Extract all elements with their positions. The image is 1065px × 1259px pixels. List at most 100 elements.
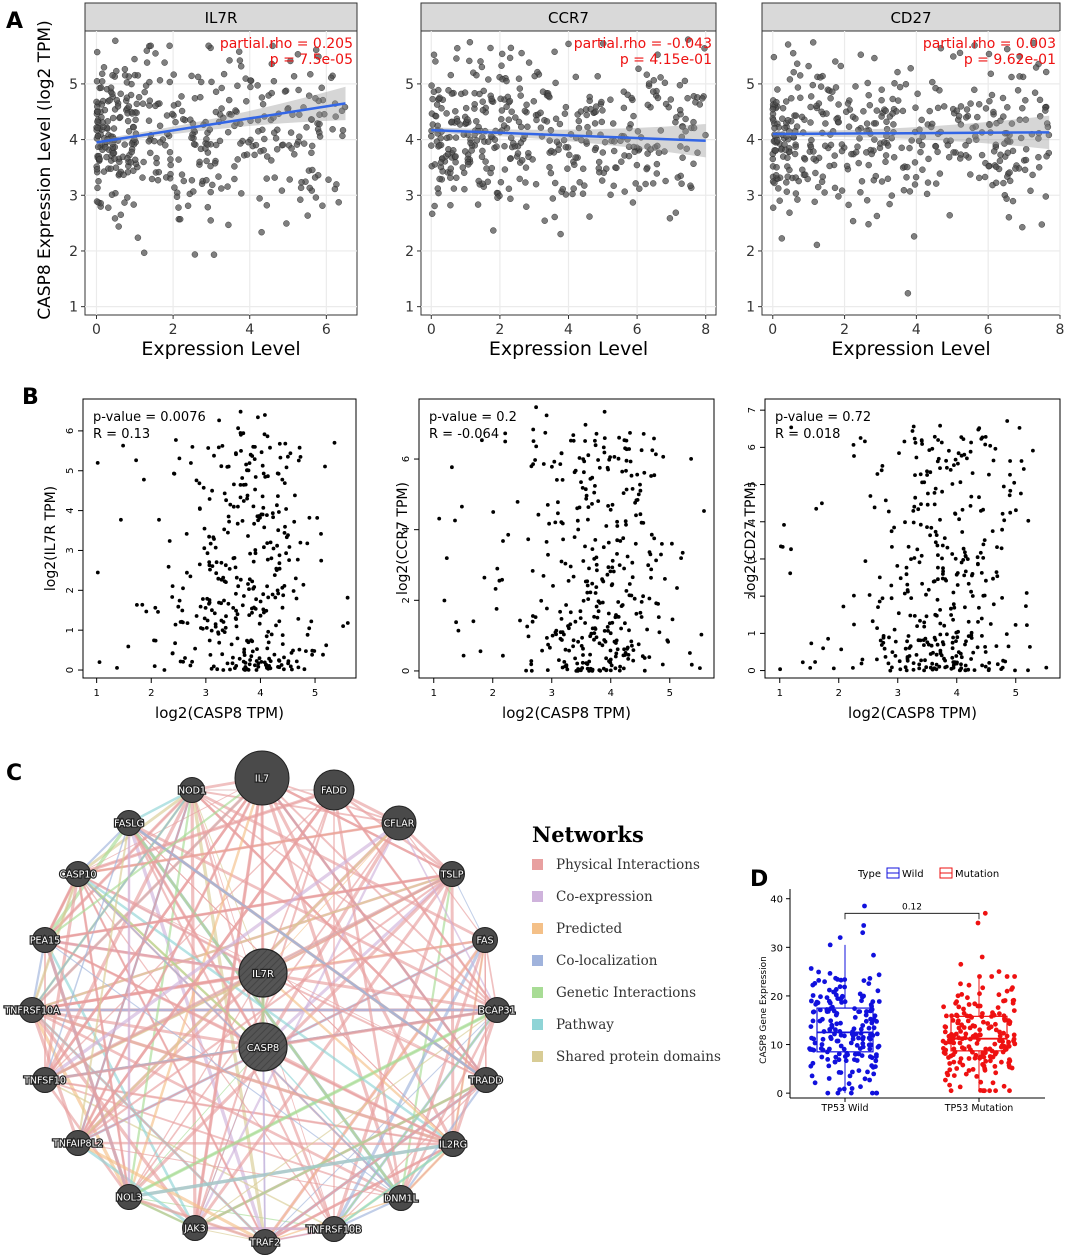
data-point [859, 661, 864, 666]
data-point [993, 1021, 998, 1027]
data-point [845, 201, 852, 209]
data-point [254, 82, 261, 89]
data-point [127, 159, 135, 166]
network-edge [77, 777, 263, 1144]
data-point [1027, 187, 1034, 195]
data-point [966, 634, 971, 638]
outlier-point [979, 954, 985, 960]
scatter-points [95, 409, 350, 672]
data-point [827, 141, 835, 149]
data-point [1025, 623, 1029, 627]
data-point [614, 651, 619, 656]
data-point [783, 188, 790, 195]
y-tick-label: 6 [747, 444, 758, 450]
data-point [602, 436, 607, 440]
data-point [1024, 591, 1029, 595]
data-point [1024, 604, 1028, 608]
data-point [338, 107, 346, 115]
data-point [460, 504, 464, 509]
data-point [930, 446, 935, 451]
data-point [238, 577, 243, 582]
data-point [643, 165, 650, 173]
data-point [954, 999, 959, 1005]
data-point [525, 624, 530, 629]
legend-label: Shared protein domains [556, 1049, 721, 1065]
data-point [437, 134, 444, 142]
data-point [621, 491, 626, 495]
data-point [852, 1015, 858, 1020]
data-point [672, 209, 679, 216]
data-point [988, 443, 993, 448]
data-point [622, 438, 627, 443]
data-point [979, 437, 984, 441]
data-point [800, 660, 805, 665]
data-point [94, 184, 101, 192]
network-edge [193, 822, 401, 1229]
network-edge [43, 873, 80, 1081]
data-point [495, 566, 500, 571]
data-point [936, 553, 940, 557]
data-point [552, 459, 557, 464]
data-point [203, 606, 208, 610]
data-point [461, 169, 468, 177]
data-point [956, 451, 961, 456]
data-point [616, 456, 621, 461]
data-point [944, 578, 948, 583]
data-point [1000, 179, 1007, 187]
y-tick-label: 5 [746, 77, 755, 93]
data-point [170, 584, 175, 588]
data-point [515, 500, 520, 504]
data-point [618, 158, 625, 165]
data-point [790, 68, 797, 76]
data-point [144, 609, 149, 614]
data-point [963, 605, 967, 610]
data-point [226, 530, 230, 535]
y-tick-label: 4 [65, 507, 76, 513]
data-point [283, 524, 287, 529]
data-point [698, 666, 702, 670]
data-point [616, 615, 621, 619]
data-point [296, 617, 301, 621]
data-point [224, 614, 228, 619]
data-point [794, 60, 801, 67]
data-point [260, 147, 267, 154]
data-point [109, 72, 116, 79]
data-point [956, 650, 961, 654]
data-point [802, 171, 809, 178]
data-point [508, 108, 515, 115]
data-point [428, 132, 435, 140]
legend-swatch [532, 859, 543, 870]
data-point [272, 135, 280, 142]
data-point [986, 121, 993, 129]
data-point [1006, 1043, 1012, 1049]
data-point [237, 656, 242, 661]
data-point [428, 82, 435, 89]
data-point [821, 189, 828, 196]
data-point [874, 1031, 880, 1037]
network-edge [44, 822, 130, 1081]
data-point [238, 190, 245, 197]
data-point [940, 543, 945, 548]
y-tick-label: 4 [747, 519, 758, 525]
data-point [577, 505, 582, 510]
data-point [919, 166, 926, 173]
data-point [914, 90, 921, 98]
data-point [293, 141, 301, 148]
x-tick-label: 4 [257, 688, 263, 699]
data-point [941, 1046, 946, 1051]
data-point [259, 450, 264, 455]
data-point [899, 107, 907, 115]
data-point [633, 161, 641, 169]
significance-p-value: 0.12 [902, 902, 922, 912]
data-point [779, 104, 787, 112]
data-point [878, 113, 885, 120]
data-point [1008, 459, 1012, 463]
data-point [552, 79, 559, 87]
data-point [626, 653, 631, 657]
data-point [264, 608, 269, 613]
data-point [880, 464, 885, 468]
outlier-point [837, 935, 843, 940]
data-point [961, 558, 966, 562]
data-point [906, 188, 914, 195]
